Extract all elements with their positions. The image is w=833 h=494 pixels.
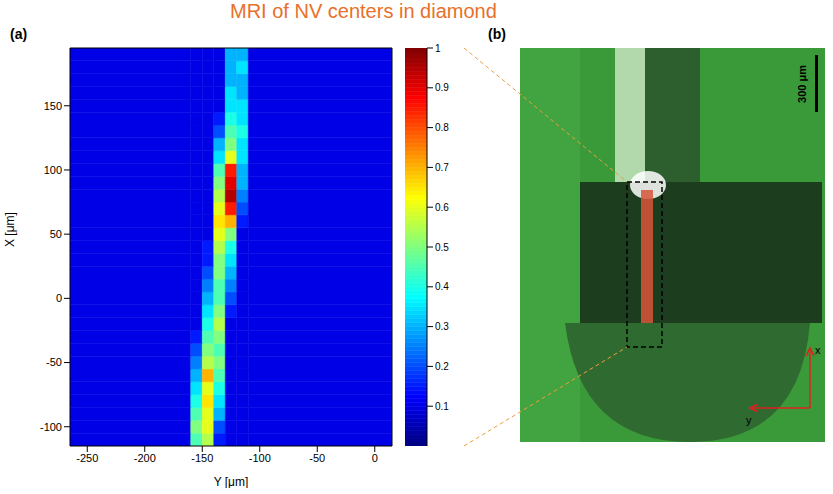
svg-text:y: y (746, 414, 752, 426)
svg-text:0.8: 0.8 (435, 122, 449, 133)
svg-text:0.5: 0.5 (435, 242, 449, 253)
svg-text:0.2: 0.2 (435, 361, 449, 372)
svg-text:-50: -50 (46, 356, 62, 368)
html-text:(a): (a) (10, 26, 28, 42)
svg-text:100: 100 (44, 164, 62, 176)
svg-text:-100: -100 (40, 421, 62, 433)
svg-text:1: 1 (435, 43, 441, 54)
svg-text:0.7: 0.7 (435, 162, 449, 173)
svg-text:300 μm: 300 μm (796, 65, 808, 103)
svg-text:-200: -200 (134, 452, 156, 464)
svg-text:0.4: 0.4 (435, 281, 449, 292)
svg-text:0: 0 (56, 292, 62, 304)
svg-text:-50: -50 (309, 452, 325, 464)
svg-text:x: x (815, 344, 821, 356)
svg-text:-100: -100 (249, 452, 271, 464)
html-text:MRI of NV centers in diamond: MRI of NV centers in diamond (230, 0, 497, 22)
svg-text:50: 50 (50, 228, 62, 240)
svg-text:Y [μm]: Y [μm] (214, 475, 249, 488)
svg-text:0: 0 (372, 452, 378, 464)
svg-text:-150: -150 (191, 452, 213, 464)
svg-text:150: 150 (44, 100, 62, 112)
svg-text:X [μm]: X [μm] (3, 212, 17, 247)
html-text:(b): (b) (488, 26, 506, 42)
svg-text:0.3: 0.3 (435, 321, 449, 332)
svg-text:0.1: 0.1 (435, 401, 449, 412)
svg-text:-250: -250 (76, 452, 98, 464)
svg-text:0.6: 0.6 (435, 202, 449, 213)
svg-text:0.9: 0.9 (435, 82, 449, 93)
